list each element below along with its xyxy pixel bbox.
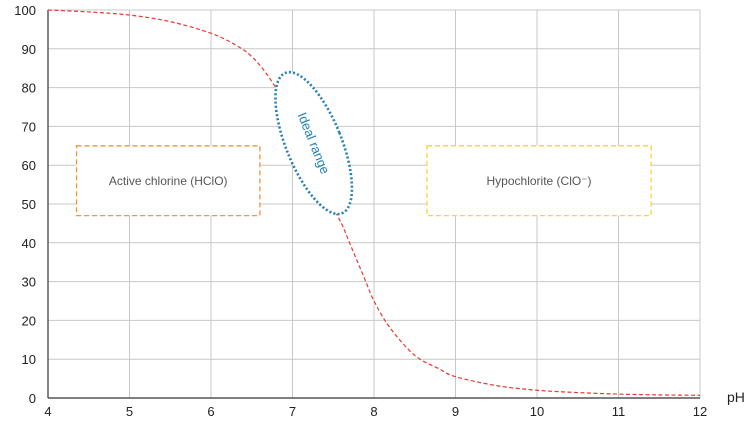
annotation-box-label: Active chlorine (HClO) bbox=[109, 174, 228, 188]
y-tick-label: 90 bbox=[22, 42, 36, 57]
y-tick-label: 40 bbox=[22, 236, 36, 251]
y-tick-label: 100 bbox=[14, 3, 36, 18]
plot-frame bbox=[47, 10, 700, 399]
annotation-box-label: Hypochlorite (ClO⁻) bbox=[487, 174, 592, 188]
ideal-range-group: Ideal range bbox=[274, 70, 354, 216]
y-tick-label: 70 bbox=[22, 119, 36, 134]
x-tick-label: 5 bbox=[126, 404, 133, 419]
tick-labels: 4 5 6 7 8 9 10 11 12 0 10 20 30 40 50 60 70 80 90 100 pH bbox=[14, 3, 745, 419]
x-axis-label: pH bbox=[727, 389, 745, 405]
x-tick-label: 4 bbox=[44, 404, 51, 419]
ideal-range-ellipse bbox=[274, 70, 354, 216]
annotation-box bbox=[426, 145, 652, 217]
grid-lines bbox=[47, 9, 701, 399]
y-tick-label: 50 bbox=[22, 197, 36, 212]
annotation-box bbox=[75, 145, 261, 217]
annotations-layer: Active chlorine (HClO) Hypochlorite (ClO⁻… bbox=[75, 70, 652, 217]
x-tick-label: 7 bbox=[289, 404, 296, 419]
x-tick-label: 9 bbox=[452, 404, 459, 419]
y-tick-label: 0 bbox=[29, 391, 36, 406]
x-tick-label: 8 bbox=[370, 404, 377, 419]
x-tick-label: 10 bbox=[530, 404, 544, 419]
x-tick-label: 12 bbox=[693, 404, 707, 419]
x-tick-label: 11 bbox=[612, 404, 626, 419]
series-line bbox=[47, 9, 701, 396]
y-tick-label: 30 bbox=[22, 275, 36, 290]
y-tick-label: 20 bbox=[22, 313, 36, 328]
x-tick-label: 6 bbox=[207, 404, 214, 419]
series-layer bbox=[47, 9, 701, 396]
y-tick-label: 10 bbox=[22, 352, 36, 367]
y-tick-label: 60 bbox=[22, 158, 36, 173]
y-tick-label: 80 bbox=[22, 81, 36, 96]
